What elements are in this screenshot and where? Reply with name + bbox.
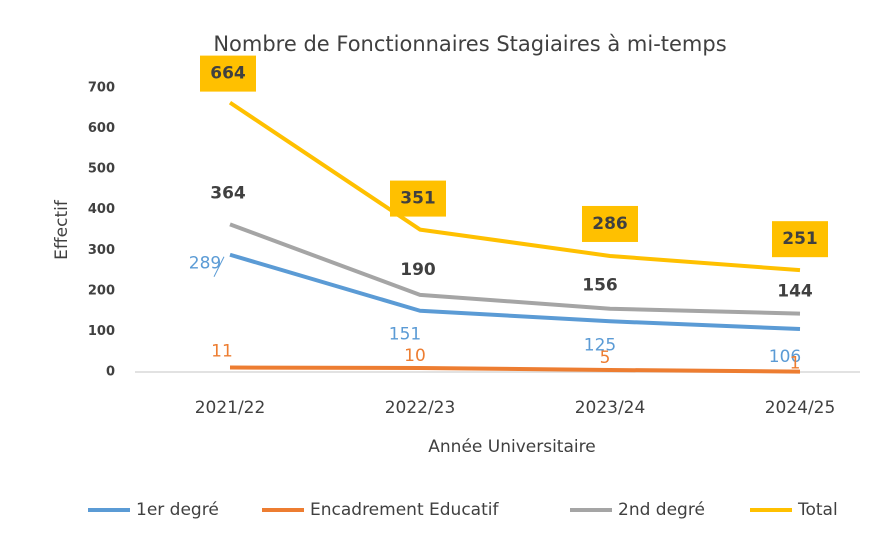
x-axis-label: Année Universitaire: [428, 437, 595, 457]
legend-label: 1er degré: [136, 500, 219, 520]
series-line: [229, 222, 801, 316]
y-tick-label: 100: [88, 324, 115, 339]
data-label: 5: [600, 348, 611, 368]
y-tick-label: 600: [88, 121, 115, 136]
y-tick-label: 500: [88, 162, 115, 177]
series-line: [229, 252, 801, 331]
x-tick-label: 2022/23: [385, 398, 456, 418]
data-label: 10: [404, 346, 426, 366]
y-tick-label: 400: [88, 202, 115, 217]
leader-line: [213, 256, 225, 277]
data-label: 106: [769, 347, 801, 367]
legend-label: Total: [797, 500, 838, 520]
x-tick-label: 2024/25: [765, 398, 836, 418]
data-label: 286: [592, 214, 628, 234]
data-label: 125: [584, 335, 616, 355]
data-label-box: [390, 180, 446, 217]
y-tick-label: 200: [88, 283, 115, 298]
x-tick-label: 2021/22: [195, 398, 266, 418]
data-label: 144: [777, 282, 813, 302]
data-label: 664: [210, 64, 246, 84]
data-label: 1: [790, 354, 801, 374]
data-label: 190: [400, 260, 436, 280]
series-line: [229, 365, 801, 374]
data-label: 151: [389, 325, 421, 345]
data-label: 11: [211, 342, 233, 362]
chart-title: Nombre de Fonctionnaires Stagiaires à mi…: [213, 32, 726, 56]
legend-label: 2nd degré: [618, 500, 705, 520]
data-label: 351: [400, 189, 436, 209]
data-label: 289: [189, 254, 221, 274]
data-label: 364: [210, 183, 246, 203]
series-line: [228, 100, 801, 273]
y-tick-label: 700: [88, 81, 115, 96]
data-label: 156: [582, 276, 618, 296]
data-label: 251: [782, 229, 818, 249]
legend-label: Encadrement Educatif: [310, 500, 499, 520]
y-axis-label: Effectif: [52, 199, 72, 260]
data-label-box: [582, 205, 638, 242]
y-tick-label: 0: [106, 365, 115, 380]
data-label-box: [772, 221, 828, 258]
x-tick-label: 2023/24: [575, 398, 646, 418]
y-tick-label: 300: [88, 243, 115, 258]
data-label-box: [200, 55, 256, 92]
